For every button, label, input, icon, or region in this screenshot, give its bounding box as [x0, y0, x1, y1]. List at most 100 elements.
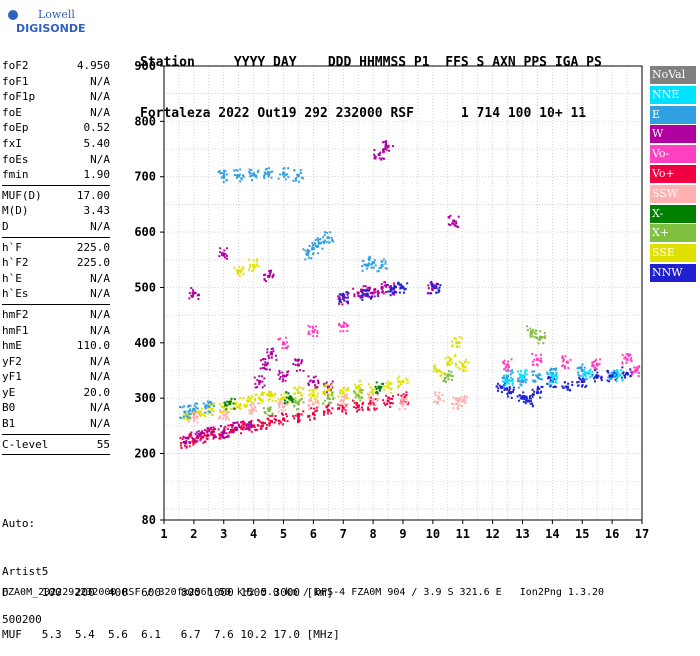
data-point [236, 421, 239, 424]
data-point [341, 391, 345, 395]
data-point [583, 369, 586, 372]
data-point [531, 370, 534, 373]
data-point [383, 147, 386, 150]
data-point [381, 157, 384, 160]
data-point [454, 364, 457, 367]
data-point [509, 370, 512, 373]
data-point [389, 285, 392, 288]
data-point [507, 389, 510, 392]
data-point [328, 398, 331, 401]
data-point [183, 405, 186, 408]
data-point [268, 419, 271, 422]
data-point [376, 270, 379, 273]
data-point [257, 169, 260, 172]
param-row: hmF2 N/A [2, 307, 110, 323]
data-point [364, 294, 367, 297]
param-name: fxI [2, 136, 22, 150]
data-point [584, 386, 587, 389]
data-point [345, 404, 348, 407]
data-point [183, 417, 186, 420]
data-point [614, 378, 617, 381]
data-point [519, 380, 522, 383]
data-point [287, 176, 290, 179]
data-point [329, 390, 332, 393]
data-point [178, 406, 181, 409]
data-point [343, 397, 346, 400]
data-point [398, 283, 401, 286]
data-point [249, 264, 252, 267]
data-point [529, 402, 532, 405]
param-value: 20.0 [83, 385, 111, 399]
data-point [212, 426, 215, 429]
data-point [268, 270, 271, 273]
data-point [207, 401, 210, 404]
data-point [435, 291, 438, 294]
data-point [383, 384, 386, 387]
data-point [219, 247, 222, 250]
data-point [506, 393, 509, 396]
data-point [353, 293, 356, 296]
data-point [345, 405, 348, 408]
data-point [607, 376, 610, 379]
data-point [311, 389, 314, 392]
data-point [230, 399, 233, 402]
data-point [496, 382, 499, 385]
data-point [259, 367, 262, 370]
data-point [319, 241, 322, 244]
data-point [367, 264, 370, 267]
data-point [539, 357, 542, 360]
data-point [260, 393, 263, 396]
data-point [358, 384, 361, 387]
data-point [227, 418, 230, 421]
data-point [464, 366, 467, 369]
data-point [248, 412, 251, 415]
data-point [257, 402, 260, 405]
data-point [256, 379, 259, 382]
data-point [443, 379, 446, 382]
data-point [405, 377, 408, 380]
data-point [402, 393, 405, 396]
data-point [511, 390, 514, 393]
data-point [464, 358, 467, 361]
data-point [250, 412, 253, 415]
data-point [314, 384, 317, 387]
data-point [345, 393, 348, 396]
data-point [317, 245, 320, 248]
data-point [367, 402, 370, 405]
data-point [223, 436, 226, 439]
data-point [461, 399, 465, 403]
data-point [375, 388, 378, 391]
data-point [204, 407, 207, 410]
data-point [447, 362, 450, 365]
data-point [390, 288, 393, 291]
data-point [309, 398, 312, 401]
data-point [300, 413, 303, 416]
data-point [238, 406, 241, 409]
data-point [616, 374, 620, 378]
data-point [389, 290, 392, 293]
data-point [534, 374, 537, 377]
data-point [549, 376, 552, 379]
param-name: foEp [2, 121, 29, 135]
data-point [294, 396, 297, 399]
data-point [534, 379, 537, 382]
data-point [504, 379, 507, 382]
data-point [226, 428, 229, 431]
footer-muf: MUF 5.3 5.4 5.6 6.1 6.7 7.6 10.2 17.0 [M… [2, 628, 340, 641]
data-point [504, 382, 507, 385]
data-point [353, 401, 356, 404]
data-point [458, 360, 461, 363]
data-point [228, 400, 231, 403]
data-point [199, 437, 202, 440]
data-point [516, 395, 519, 398]
data-point [218, 255, 221, 258]
param-value: 4.950 [76, 59, 110, 72]
x-tick-label: 17 [635, 527, 649, 541]
data-point [196, 294, 199, 297]
data-point [339, 392, 342, 395]
data-point [258, 420, 261, 423]
data-point [427, 287, 430, 290]
data-point [284, 178, 287, 181]
data-point [611, 375, 614, 378]
data-point [444, 373, 447, 376]
